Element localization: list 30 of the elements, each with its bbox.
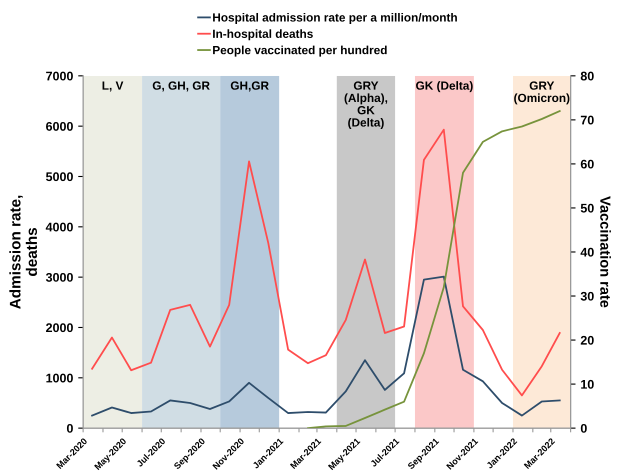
y2-tick-label: 40: [580, 248, 594, 257]
y-tick-label: 3000: [46, 272, 73, 282]
band-label: GK (Delta): [416, 81, 473, 92]
y-tick-label: 7000: [46, 72, 73, 80]
y-tick-label: 0: [66, 424, 73, 433]
y2-tick-label: 0: [580, 424, 587, 433]
y-tick-label: 1000: [46, 374, 73, 382]
y2-tick-label: 30: [580, 292, 594, 301]
y2-tick-label: 50: [580, 204, 594, 213]
band-label: GH,GR: [230, 81, 269, 92]
y2-tick-label: 80: [580, 72, 594, 80]
y-axis-title: Admission rate, deaths: [9, 196, 38, 309]
y-tick-label: 6000: [46, 122, 73, 131]
y2-tick-label: 10: [581, 380, 594, 389]
band-label: L, V: [102, 82, 124, 92]
y2-tick-label: 60: [580, 160, 594, 169]
legend-label: People vaccinated per hundred: [213, 46, 387, 57]
band-label: GRY (Alpha), GK (Delta): [344, 81, 388, 129]
y-tick-label: 2000: [46, 323, 73, 332]
band-label: G, GH, GR: [152, 81, 210, 92]
y2-tick-label: 20: [580, 336, 594, 345]
line-series: [91, 276, 561, 416]
y-tick-label: 4000: [46, 222, 73, 232]
band-label: GRY (Omicron): [514, 81, 570, 104]
legend-label: Hospital admission rate per a million/month: [213, 12, 457, 24]
y2-tick-label: 70: [580, 116, 594, 125]
y2-axis-title: Vaccination rate: [600, 196, 611, 308]
line-series: [91, 128, 561, 396]
legend-label: In-hospital deaths: [213, 29, 313, 40]
y-tick-label: 5000: [46, 172, 73, 182]
